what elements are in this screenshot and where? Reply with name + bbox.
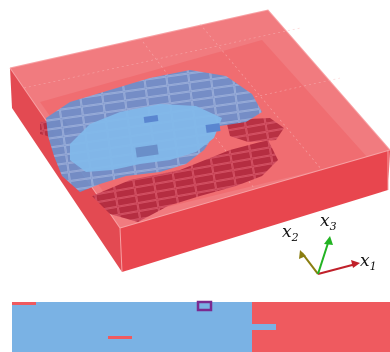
box-front-right-face [120, 150, 390, 272]
slice-red-top-mark [12, 302, 36, 305]
x1-label: x1 [360, 251, 377, 273]
x2-label: x2 [282, 222, 299, 244]
slice-blue-region [12, 302, 252, 352]
x3-axis-arrow [317, 239, 330, 275]
x3-label: x3 [320, 211, 337, 233]
inner-block [135, 144, 159, 158]
inner-blue-region [70, 104, 222, 172]
slice-strip [12, 300, 390, 352]
slice-red-dash [108, 336, 132, 339]
axes-triad: x2 x3 x1 [282, 211, 377, 275]
x1-axis-arrow [317, 263, 357, 275]
slice-purple-marker [196, 300, 213, 312]
